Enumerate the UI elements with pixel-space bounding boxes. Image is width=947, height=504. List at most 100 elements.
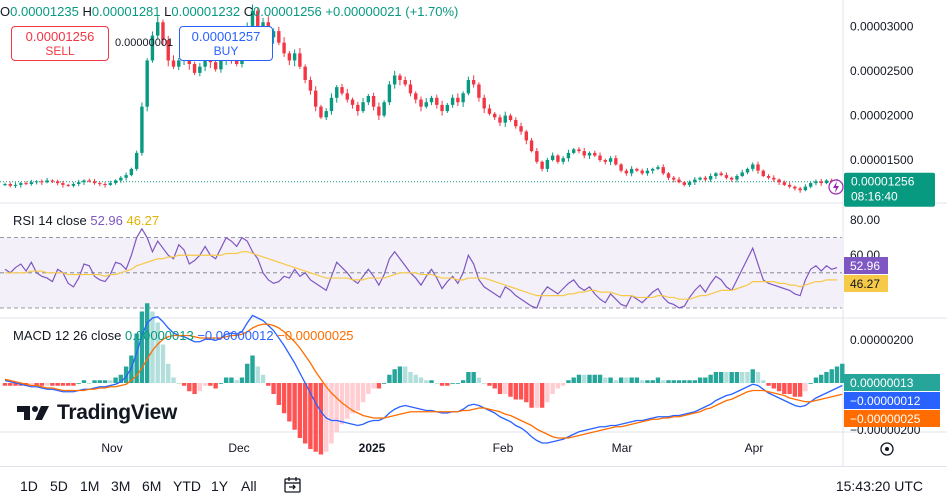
range-all[interactable]: All <box>241 478 257 494</box>
macd-histogram-bar <box>829 369 834 383</box>
price-axis-label: 0.00002500 <box>850 64 914 78</box>
macd-histogram-bar <box>555 383 561 389</box>
candle-body <box>808 183 813 187</box>
candle-body <box>508 115 513 120</box>
candle-body <box>593 152 597 156</box>
candle-body <box>50 180 55 182</box>
candle-body <box>13 184 18 186</box>
price-axis-label: 0.00001500 <box>850 153 914 167</box>
date-range-calendar-icon[interactable] <box>283 475 303 495</box>
candle-body <box>519 126 523 132</box>
candle-body <box>445 104 450 112</box>
macd-histogram-bar <box>71 383 76 386</box>
macd-histogram-bar <box>824 372 829 383</box>
open-value: 0.00001235 <box>10 4 79 19</box>
macd-histogram-bar <box>34 383 39 386</box>
macd-histogram-bar <box>408 372 413 383</box>
macd-histogram-bar <box>150 311 155 383</box>
macd-histogram-bar <box>276 383 282 405</box>
candle-body <box>34 181 39 183</box>
range-5d[interactable]: 5D <box>50 478 68 494</box>
macd-histogram-bar <box>260 374 266 383</box>
time-axis-label: Apr <box>745 441 764 455</box>
candle-body <box>329 97 334 112</box>
macd-histogram-bar <box>345 383 350 419</box>
candle-body <box>535 151 539 162</box>
macd-histogram-bar <box>192 383 197 394</box>
time-axis-label: Dec <box>228 441 249 455</box>
macd-legend[interactable]: MACD 12 26 close 0.00000013 −0.00000012 … <box>13 328 354 343</box>
macd-histogram-bar <box>292 383 297 430</box>
tradingview-logo[interactable]: TradingView <box>17 401 177 425</box>
macd-histogram-bar <box>181 383 187 386</box>
sell-button[interactable]: 0.00001256 SELL <box>11 26 109 61</box>
candle-body <box>572 149 576 153</box>
macd-signal-tag-text: −0.00000025 <box>850 412 921 426</box>
candle-body <box>140 106 144 153</box>
macd-histogram-bar <box>197 383 203 392</box>
macd-histogram-bar <box>187 383 192 392</box>
macd-histogram-bar <box>766 383 771 386</box>
macd-histogram-bar <box>392 369 397 383</box>
candle-body <box>113 180 118 184</box>
macd-histogram-bar <box>560 383 566 386</box>
macd-signal-line <box>4 323 843 439</box>
macd-histogram-bar <box>229 377 234 383</box>
macd-histogram-bar <box>302 383 308 444</box>
macd-histogram-bar <box>566 380 571 383</box>
range-1d[interactable]: 1D <box>20 478 38 494</box>
range-6m[interactable]: 6M <box>142 478 162 494</box>
chart-settings-gear-icon[interactable] <box>880 442 894 456</box>
macd-histogram-bar <box>434 383 439 384</box>
rsi-axis-label: 80.00 <box>850 213 880 227</box>
candle-body <box>145 60 149 107</box>
candle-body <box>303 66 307 80</box>
candle-body <box>461 93 465 103</box>
candle-body <box>540 161 544 169</box>
utc-clock[interactable]: 15:43:20 UTC <box>835 478 923 494</box>
candle-body <box>319 106 323 118</box>
macd-histogram-bar <box>55 383 60 386</box>
time-axis-label: Nov <box>101 441 122 455</box>
rsi-params: 14 close <box>38 213 87 228</box>
macd-histogram-bar <box>603 377 608 383</box>
candle-body <box>298 53 302 67</box>
candle-body <box>714 173 718 176</box>
macd-histogram-bar <box>518 383 524 400</box>
candle-body <box>203 57 207 67</box>
alert-lightning-icon <box>833 181 839 193</box>
candle-body <box>514 120 518 127</box>
macd-histogram-bar <box>492 383 497 389</box>
range-1m[interactable]: 1M <box>80 478 100 494</box>
macd-histogram-bar <box>81 380 87 383</box>
macd-histogram-bar <box>571 377 576 383</box>
macd-histogram-bar <box>787 383 792 394</box>
macd-histogram-bar <box>439 383 445 386</box>
candle-body <box>40 181 44 183</box>
candle-body <box>24 183 28 185</box>
macd-histogram-bar <box>318 383 324 455</box>
macd-histogram-bar <box>703 377 708 383</box>
candle-body <box>719 173 723 176</box>
macd-histogram-bar <box>761 380 766 383</box>
macd-histogram-bar <box>755 372 761 383</box>
candle-body <box>77 182 81 184</box>
chart-canvas[interactable]: 0.00003000 0.00002500 0.00002000 0.00001500… <box>0 0 947 466</box>
candle-body <box>772 177 776 180</box>
range-ytd[interactable]: YTD <box>173 478 201 494</box>
macd-histogram-bar <box>355 383 361 411</box>
candle-body <box>777 179 781 183</box>
rsi-legend[interactable]: RSI 14 close 52.96 46.27 <box>13 213 159 228</box>
candle-body <box>482 97 486 109</box>
candle-body <box>556 155 560 162</box>
macd-histogram-bar <box>792 383 798 397</box>
candle-body <box>724 175 729 178</box>
candle-body <box>745 168 750 173</box>
candle-body <box>661 167 665 174</box>
candle-body <box>503 115 507 123</box>
range-3m[interactable]: 3M <box>111 478 131 494</box>
buy-button[interactable]: 0.00001257 BUY <box>179 26 273 61</box>
candle-body <box>198 66 202 73</box>
range-1y[interactable]: 1Y <box>211 478 229 494</box>
candle-body <box>561 158 565 162</box>
